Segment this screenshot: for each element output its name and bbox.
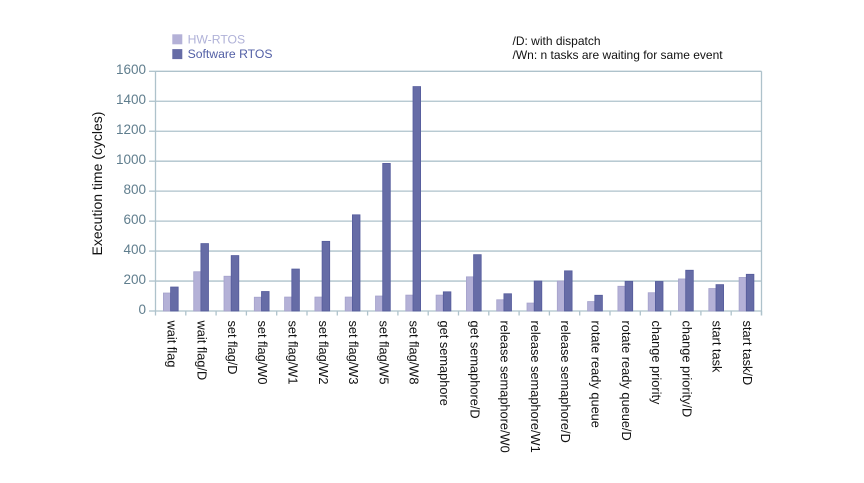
svg-text:1200: 1200 (116, 122, 146, 137)
svg-text:/Wn: n tasks are waiting for s: /Wn: n tasks are waiting for same event (513, 48, 724, 62)
svg-text:HW-RTOS: HW-RTOS (188, 32, 246, 46)
svg-text:set flag/W5: set flag/W5 (376, 321, 391, 385)
svg-text:start task/D: start task/D (740, 321, 755, 386)
svg-text:1000: 1000 (116, 152, 146, 167)
svg-text:set flag/W0: set flag/W0 (255, 321, 270, 385)
svg-text:set flag/W1: set flag/W1 (285, 321, 300, 385)
svg-text:1600: 1600 (116, 62, 146, 77)
svg-text:200: 200 (123, 272, 146, 287)
svg-text:Software RTOS: Software RTOS (188, 47, 273, 61)
svg-text:get semaphore/D: get semaphore/D (467, 321, 482, 419)
svg-text:set flag/W8: set flag/W8 (407, 321, 422, 385)
svg-text:release semaphore/W0: release semaphore/W0 (498, 321, 513, 453)
svg-text:start task: start task (710, 321, 725, 374)
svg-text:rotate ready queue: rotate ready queue (588, 321, 603, 428)
svg-text:wait flag/D: wait flag/D (195, 320, 210, 381)
svg-text:0: 0 (138, 302, 146, 317)
svg-text:800: 800 (123, 182, 146, 197)
svg-text:600: 600 (123, 212, 146, 227)
svg-text:set flag/D: set flag/D (225, 321, 240, 375)
svg-text:release semaphore/D: release semaphore/D (558, 321, 573, 443)
svg-text:Execution time (cycles): Execution time (cycles) (89, 112, 105, 256)
svg-text:/D: with dispatch: /D: with dispatch (513, 34, 601, 48)
svg-text:400: 400 (123, 242, 146, 257)
svg-text:change priority/D: change priority/D (679, 321, 694, 418)
svg-text:get semaphore: get semaphore (437, 321, 452, 406)
svg-text:rotate ready queue/D: rotate ready queue/D (619, 321, 634, 441)
svg-text:set flag/W3: set flag/W3 (346, 321, 361, 385)
svg-text:1400: 1400 (116, 92, 146, 107)
svg-text:set flag/W2: set flag/W2 (316, 321, 331, 385)
svg-text:release semaphore/W1: release semaphore/W1 (528, 321, 543, 453)
svg-text:change priority: change priority (649, 321, 664, 406)
svg-text:wait flag: wait flag (164, 320, 179, 368)
